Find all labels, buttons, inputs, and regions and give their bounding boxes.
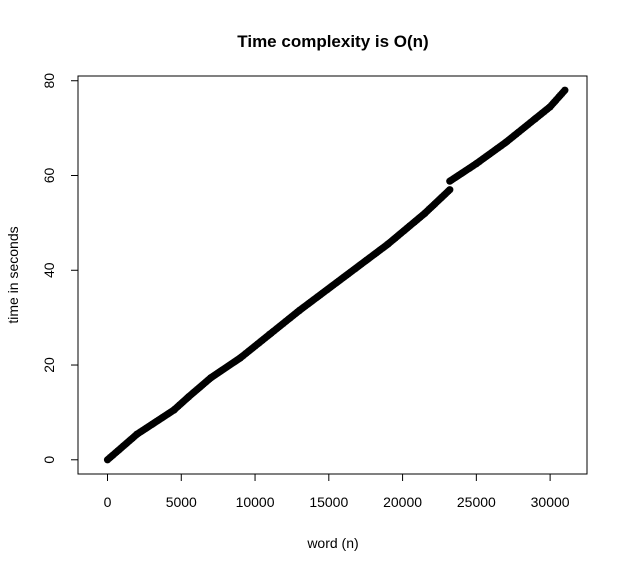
x-tick-label: 30000 bbox=[531, 494, 570, 510]
y-axis-label: time in seconds bbox=[5, 226, 21, 323]
x-tick-label: 0 bbox=[104, 494, 112, 510]
data-point bbox=[561, 86, 569, 94]
x-axis: 0 5000 10000 15000 20000 25000 30000 bbox=[104, 473, 570, 510]
y-tick-label: 60 bbox=[41, 168, 57, 184]
x-axis-label: word (n) bbox=[306, 535, 358, 551]
x-tick-label: 20000 bbox=[383, 494, 422, 510]
x-tick-label: 10000 bbox=[236, 494, 275, 510]
x-tick-label: 15000 bbox=[309, 494, 348, 510]
y-tick-label: 80 bbox=[41, 73, 57, 89]
chart-title: Time complexity is O(n) bbox=[237, 32, 428, 51]
y-tick-label: 40 bbox=[41, 262, 57, 278]
x-tick-label: 5000 bbox=[166, 494, 197, 510]
y-tick-label: 20 bbox=[41, 357, 57, 373]
data-point bbox=[446, 186, 454, 194]
data-points bbox=[103, 86, 569, 464]
y-axis: 0 20 40 60 80 bbox=[41, 73, 79, 464]
y-tick-label: 0 bbox=[41, 456, 57, 464]
x-tick-label: 25000 bbox=[457, 494, 496, 510]
